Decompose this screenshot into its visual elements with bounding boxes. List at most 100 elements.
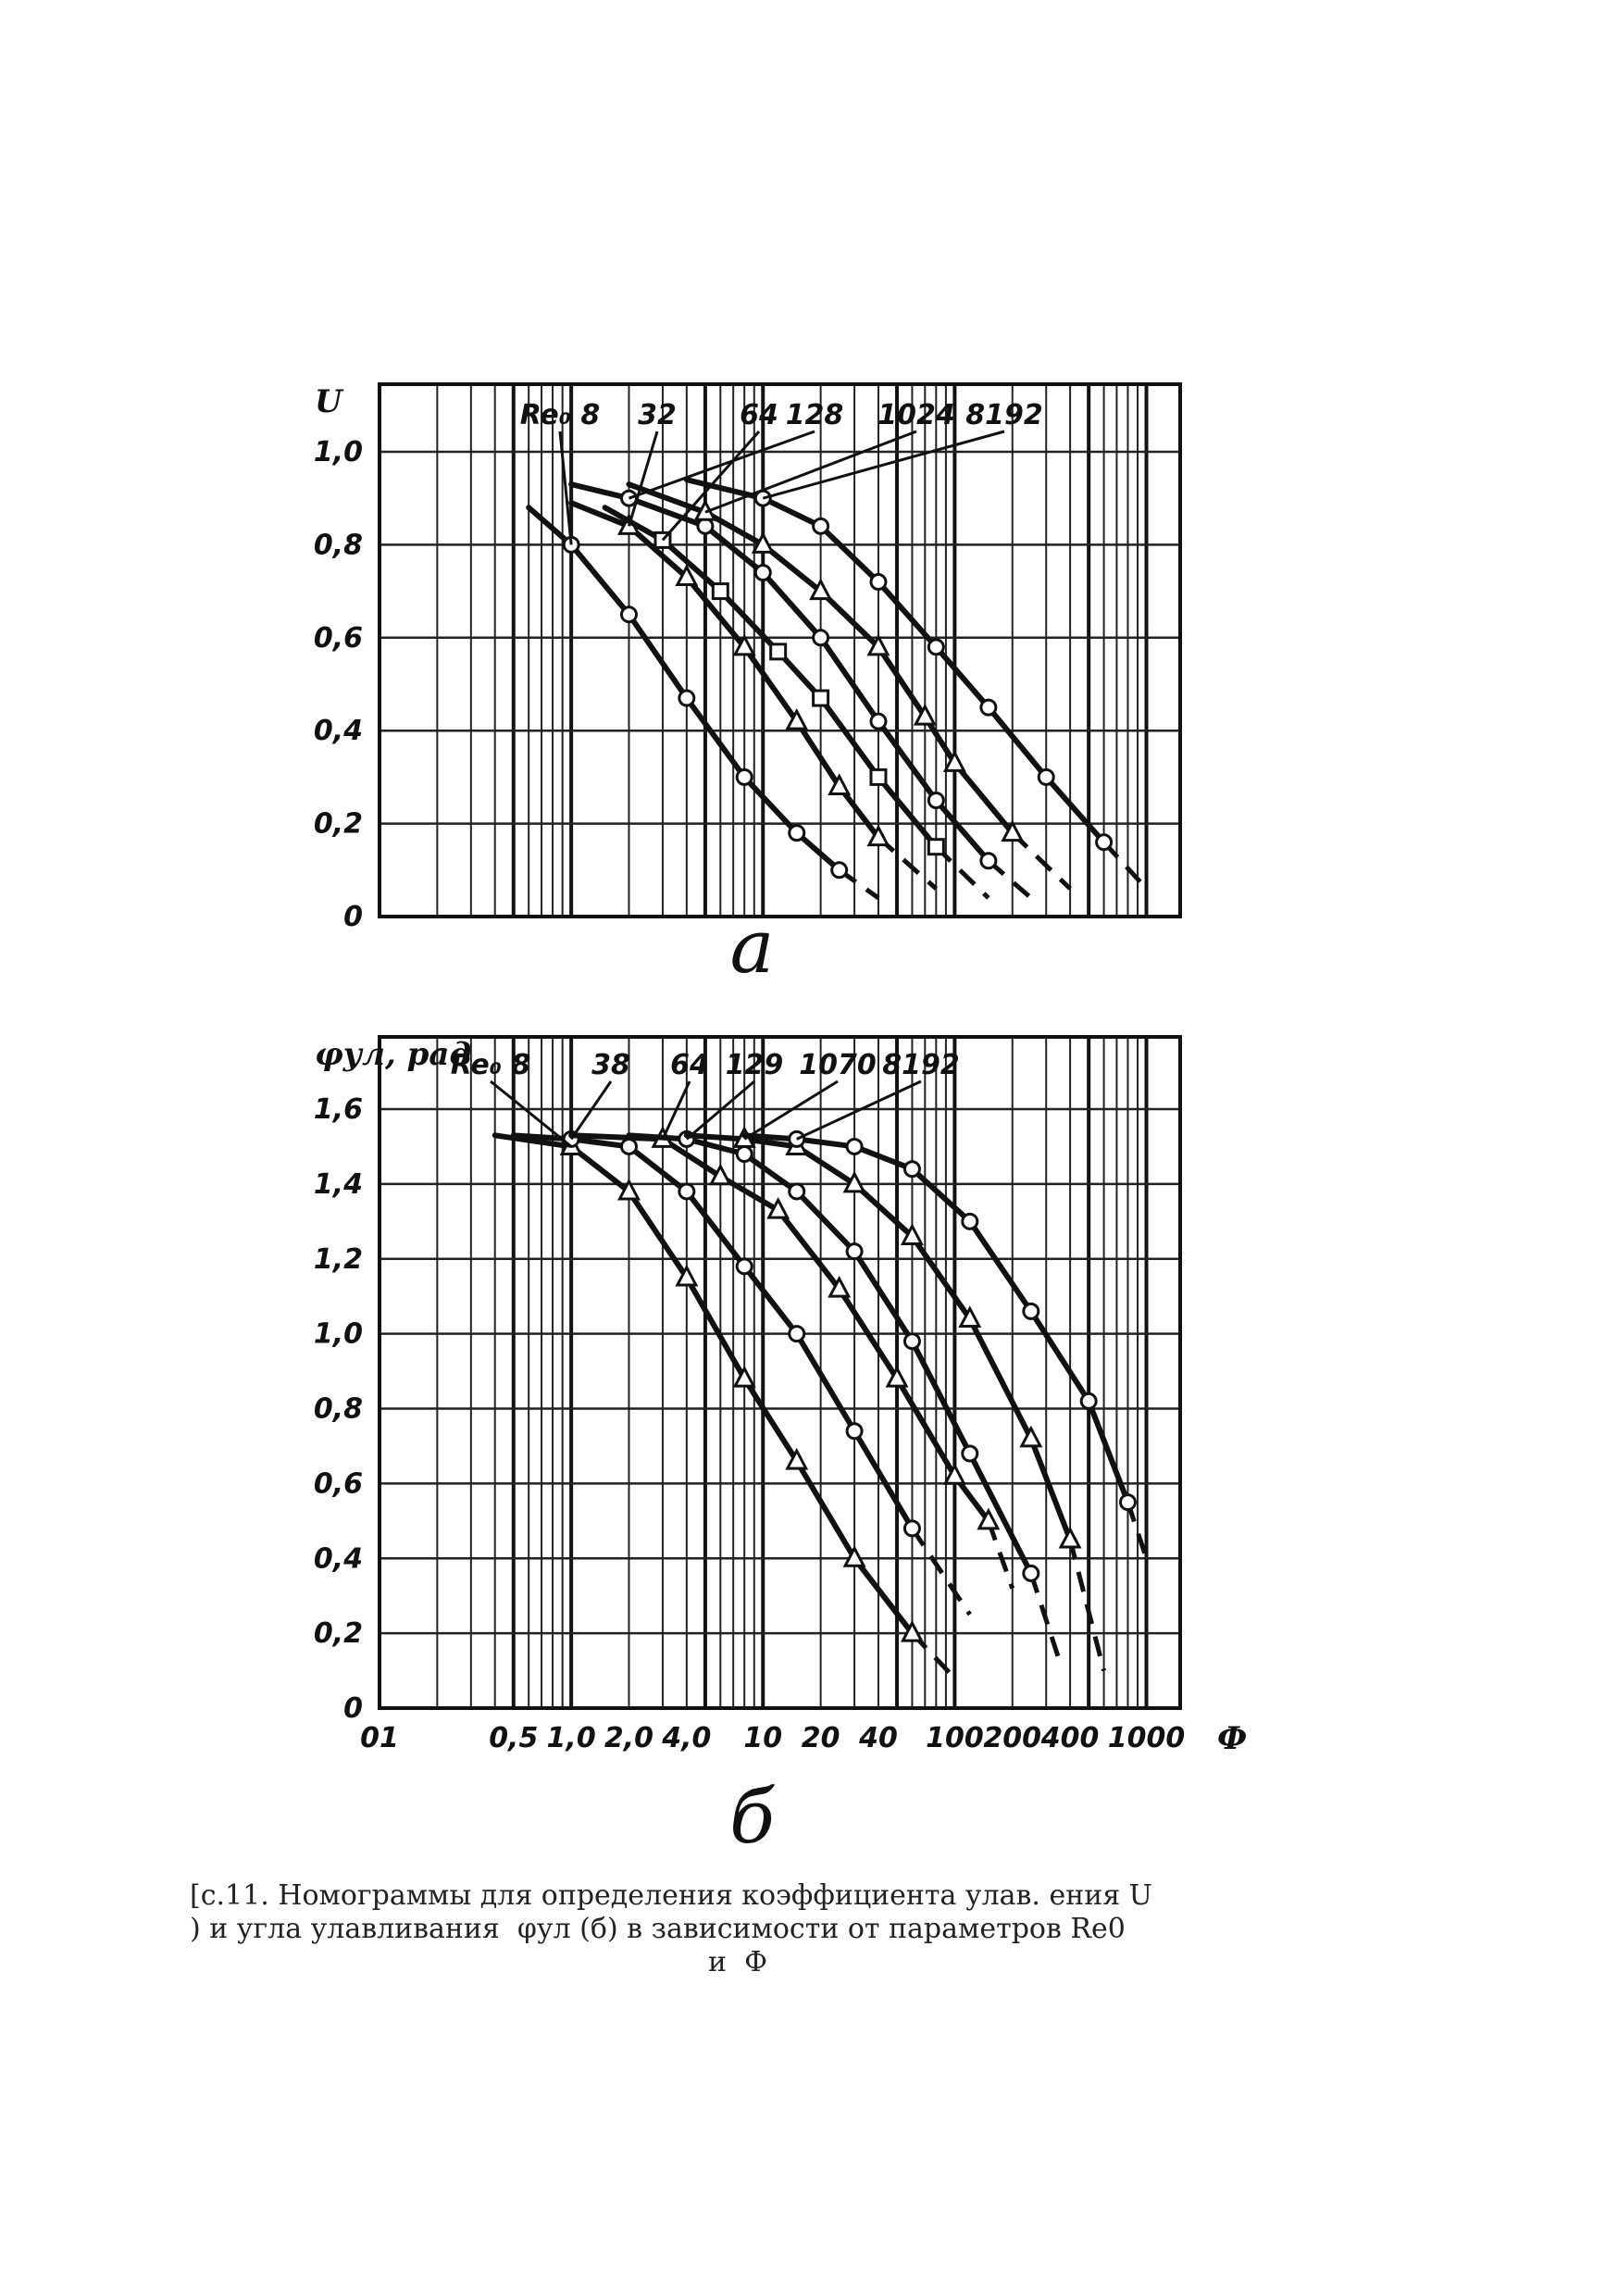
data-point-marker: [902, 1519, 921, 1538]
data-point-marker: [751, 531, 775, 554]
series-label-0: Re₀ 8: [451, 1049, 530, 1081]
data-point-marker: [869, 712, 888, 730]
data-point-marker: [785, 707, 809, 730]
y-tick-label: 0,8: [314, 529, 363, 561]
series-label-3: 129: [726, 1049, 784, 1081]
series-leader-line: [762, 430, 1005, 500]
data-point-marker: [675, 1264, 699, 1287]
x-tick-label: 10: [743, 1722, 782, 1754]
data-point-marker: [979, 852, 998, 870]
x-tick-label: 01: [360, 1722, 399, 1754]
data-point-marker: [913, 703, 937, 726]
series-leader-line: [704, 430, 917, 514]
data-point-marker: [616, 1178, 641, 1201]
series-leader-line: [628, 430, 659, 527]
panel-letter: а: [730, 904, 775, 990]
data-point-marker: [845, 1242, 864, 1261]
series-leader-line: [628, 430, 815, 500]
x-tick-label: 4,0: [661, 1722, 711, 1754]
data-point-marker: [1118, 1493, 1137, 1512]
data-point-marker: [869, 573, 888, 592]
series-curve-8192: [683, 477, 1107, 845]
y-axis-title: U: [315, 383, 344, 420]
series-curve-38: [510, 1132, 915, 1531]
plot-frame: [378, 382, 1182, 918]
caption-line-2: ) и угла улавливания φул (б) в зависимос…: [190, 1913, 1126, 1945]
data-point-marker: [842, 1170, 866, 1193]
data-point-marker: [927, 638, 945, 656]
series-extrapolation-129: [1028, 1572, 1062, 1661]
series-curve-1070: [683, 1132, 1074, 1543]
data-point-marker: [619, 605, 638, 624]
y-tick-label: 1,2: [314, 1243, 363, 1276]
series-label-3: 128: [786, 399, 844, 431]
data-point-marker: [735, 767, 753, 786]
x-tick-label: 1000: [1108, 1722, 1186, 1754]
y-tick-label: 1,4: [314, 1168, 363, 1201]
data-point-marker: [961, 1212, 979, 1230]
data-point-marker: [812, 629, 830, 647]
series-extrapolation-38: [910, 1527, 972, 1616]
y-tick-label: 0: [343, 901, 363, 933]
x-axis-title: Ф: [1217, 1720, 1247, 1757]
caption-line-1: [с.11. Номограммы для определения коэффи…: [190, 1879, 1152, 1912]
data-point-marker: [788, 1325, 806, 1343]
series-leader-line: [661, 1080, 691, 1140]
data-point-marker: [1022, 1564, 1040, 1582]
figure-caption: [с.11. Номограммы для определения коэффи…: [190, 1879, 1393, 1979]
data-point-marker: [958, 1305, 982, 1328]
data-point-marker: [902, 1332, 921, 1351]
series-curve-8192: [741, 1132, 1131, 1505]
series-label-5: 8192: [965, 399, 1043, 431]
series-label-4: 1070: [799, 1049, 877, 1081]
series-leader-line: [569, 1080, 613, 1141]
data-point-marker: [869, 767, 888, 786]
y-axis-title: φул, рад: [315, 1036, 471, 1073]
data-point-marker: [708, 1163, 732, 1186]
data-point-marker: [828, 773, 852, 795]
y-tick-label: 1,0: [314, 436, 363, 468]
data-point-marker: [902, 1160, 921, 1179]
x-tick-label: 20: [802, 1722, 840, 1754]
series-leader-line: [685, 1079, 755, 1141]
data-point-marker: [809, 578, 833, 601]
chart-panel-a: 1,0 0,8 0,6 0,4 0,2 0 U Re₀ 8 32 64 128 1024 8192 а: [314, 382, 1182, 990]
data-point-marker: [900, 1223, 924, 1245]
series-label-4: 1024: [877, 399, 955, 431]
data-point-marker: [1079, 1391, 1098, 1410]
series-leader-line: [796, 1079, 922, 1141]
data-point-marker: [788, 824, 806, 842]
x-tick-label: 1,0: [547, 1722, 596, 1754]
series-extrapolation-8192: [1126, 1501, 1149, 1560]
data-point-marker: [785, 1447, 809, 1470]
data-point-marker: [866, 633, 890, 656]
series-curve-128: [568, 481, 991, 864]
y-tick-label: 0: [343, 1692, 363, 1725]
plot-frame: [378, 1035, 1182, 1710]
data-point-marker: [753, 564, 772, 582]
panel-letter: б: [729, 1774, 776, 1860]
data-point-marker: [866, 824, 890, 847]
y-tick-label: 1,0: [314, 1318, 363, 1351]
series-extrapolation-64: [986, 1519, 1015, 1590]
data-point-marker: [1037, 767, 1055, 786]
data-point-marker: [675, 564, 699, 587]
data-point-marker: [711, 582, 729, 601]
data-point-marker: [828, 1275, 852, 1298]
series-curve-64: [602, 505, 940, 850]
data-point-marker: [678, 1182, 696, 1201]
data-point-marker: [979, 698, 998, 717]
data-point-marker: [732, 1365, 756, 1388]
data-point-marker: [885, 1365, 909, 1388]
series-leader-line: [490, 1079, 573, 1148]
x-tick-label: 100: [926, 1722, 984, 1754]
x-tick-label: 400: [1040, 1722, 1100, 1754]
series-label-1: 38: [591, 1049, 630, 1081]
series-label-5: 8192: [882, 1049, 960, 1081]
data-point-marker: [678, 689, 696, 707]
data-point-marker: [769, 643, 788, 661]
data-point-marker: [735, 1257, 753, 1276]
caption-line-3: и Ф: [708, 1946, 767, 1978]
y-tick-label: 0,6: [314, 622, 363, 655]
